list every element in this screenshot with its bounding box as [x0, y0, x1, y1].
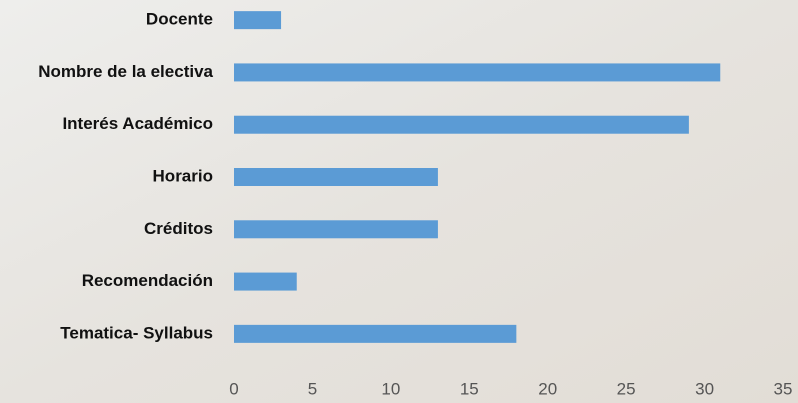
bar: [234, 273, 297, 291]
bar: [234, 325, 516, 343]
x-tick-label: 15: [460, 379, 479, 398]
x-tick-label: 35: [774, 379, 793, 398]
y-tick-label: Recomendación: [82, 271, 213, 290]
x-tick-label: 5: [308, 379, 317, 398]
bar: [234, 63, 720, 81]
bar: [234, 116, 689, 134]
y-tick-label: Horario: [153, 166, 213, 185]
y-tick-label: Tematica- Syllabus: [60, 323, 213, 342]
bar: [234, 220, 438, 238]
x-tick-label: 0: [229, 379, 238, 398]
bar: [234, 168, 438, 186]
page: 0 5 10 15 20 25 30 35 Docente Nombre de la electi…: [0, 0, 798, 403]
y-tick-label: Nombre de la electiva: [38, 62, 213, 81]
y-tick-label: Interés Académico: [62, 114, 213, 133]
x-tick-label: 30: [695, 379, 714, 398]
x-tick-label: 25: [617, 379, 636, 398]
y-tick-label: Docente: [146, 10, 213, 29]
x-tick-label: 20: [538, 379, 557, 398]
y-tick-label: Créditos: [144, 219, 213, 238]
bar: [234, 11, 281, 29]
chart: 0 5 10 15 20 25 30 35 Docente Nombre de la electi…: [0, 0, 798, 403]
x-tick-label: 10: [381, 379, 400, 398]
